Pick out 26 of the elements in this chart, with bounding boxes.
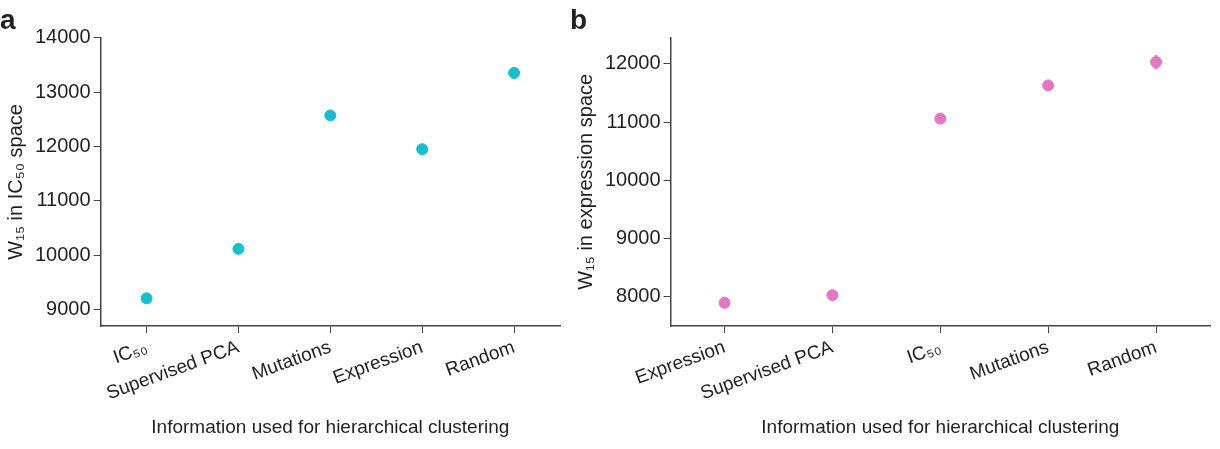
point bbox=[826, 289, 839, 302]
point bbox=[232, 242, 245, 255]
point bbox=[324, 109, 337, 122]
chart-title: a bbox=[0, 3, 16, 35]
x-axis-title: Information used for hierarchical clustering bbox=[761, 415, 1120, 437]
y-tick-label: 12000 bbox=[34, 133, 91, 156]
point bbox=[140, 292, 153, 305]
point bbox=[416, 143, 429, 156]
y-tick-label: 9000 bbox=[616, 226, 661, 249]
point bbox=[934, 112, 947, 125]
point bbox=[718, 296, 731, 309]
y-tick-label: 9000 bbox=[46, 297, 91, 320]
y-tick-label: 10000 bbox=[604, 167, 661, 190]
y-tick-label: 10000 bbox=[34, 242, 91, 265]
y-tick-label: 14000 bbox=[34, 25, 91, 48]
chart-title: b bbox=[570, 3, 588, 35]
point bbox=[1042, 79, 1055, 92]
y-axis-title: W₁₅ in expression space bbox=[573, 73, 596, 290]
y-tick-label: 12000 bbox=[604, 51, 661, 74]
y-tick-label: 11000 bbox=[36, 188, 91, 211]
x-axis-title: Information used for hierarchical clustering bbox=[151, 415, 510, 437]
y-axis-title: W₁₅ in IC₅₀ space bbox=[3, 104, 26, 260]
y-tick-label: 13000 bbox=[34, 79, 91, 102]
y-tick-label: 8000 bbox=[616, 284, 661, 307]
x-tick-label: IC₅₀ bbox=[903, 335, 944, 368]
y-tick-label: 11000 bbox=[606, 109, 661, 132]
